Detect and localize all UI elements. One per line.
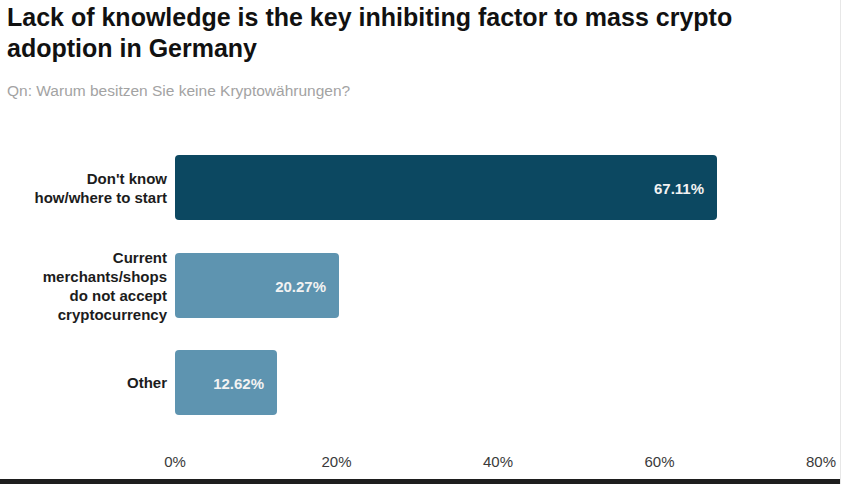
bar-chart: Lack of knowledge is the key inhibiting …	[0, 0, 841, 484]
x-axis-tick-label: 40%	[463, 453, 533, 470]
bar: 12.62%	[175, 350, 277, 415]
category-label: Currentmerchants/shopsdo not acceptcrypt…	[0, 253, 167, 318]
x-axis-tick-label: 0%	[140, 453, 210, 470]
bar-value-label: 67.11%	[654, 179, 704, 196]
footer-strip	[0, 479, 841, 484]
chart-title: Lack of knowledge is the key inhibiting …	[7, 2, 737, 64]
x-axis-tick-label: 80%	[786, 453, 841, 470]
bar-value-label: 12.62%	[213, 374, 264, 391]
x-axis-tick-label: 60%	[625, 453, 695, 470]
chart-subtitle: Qn: Warum besitzen Sie keine Kryptowähru…	[7, 82, 350, 100]
bar-row: Currentmerchants/shopsdo not acceptcrypt…	[0, 253, 841, 318]
bar: 67.11%	[175, 155, 717, 220]
bar-row: Don't knowhow/where to start 67.11%	[0, 155, 841, 220]
bar-value-label: 20.27%	[275, 277, 326, 294]
x-axis-tick-label: 20%	[302, 453, 372, 470]
category-label: Don't knowhow/where to start	[0, 155, 167, 220]
bar: 20.27%	[175, 253, 339, 318]
x-axis: 0% 20% 40% 60% 80%	[0, 453, 841, 477]
bar-row: Other 12.62%	[0, 350, 841, 415]
category-label: Other	[0, 350, 167, 415]
